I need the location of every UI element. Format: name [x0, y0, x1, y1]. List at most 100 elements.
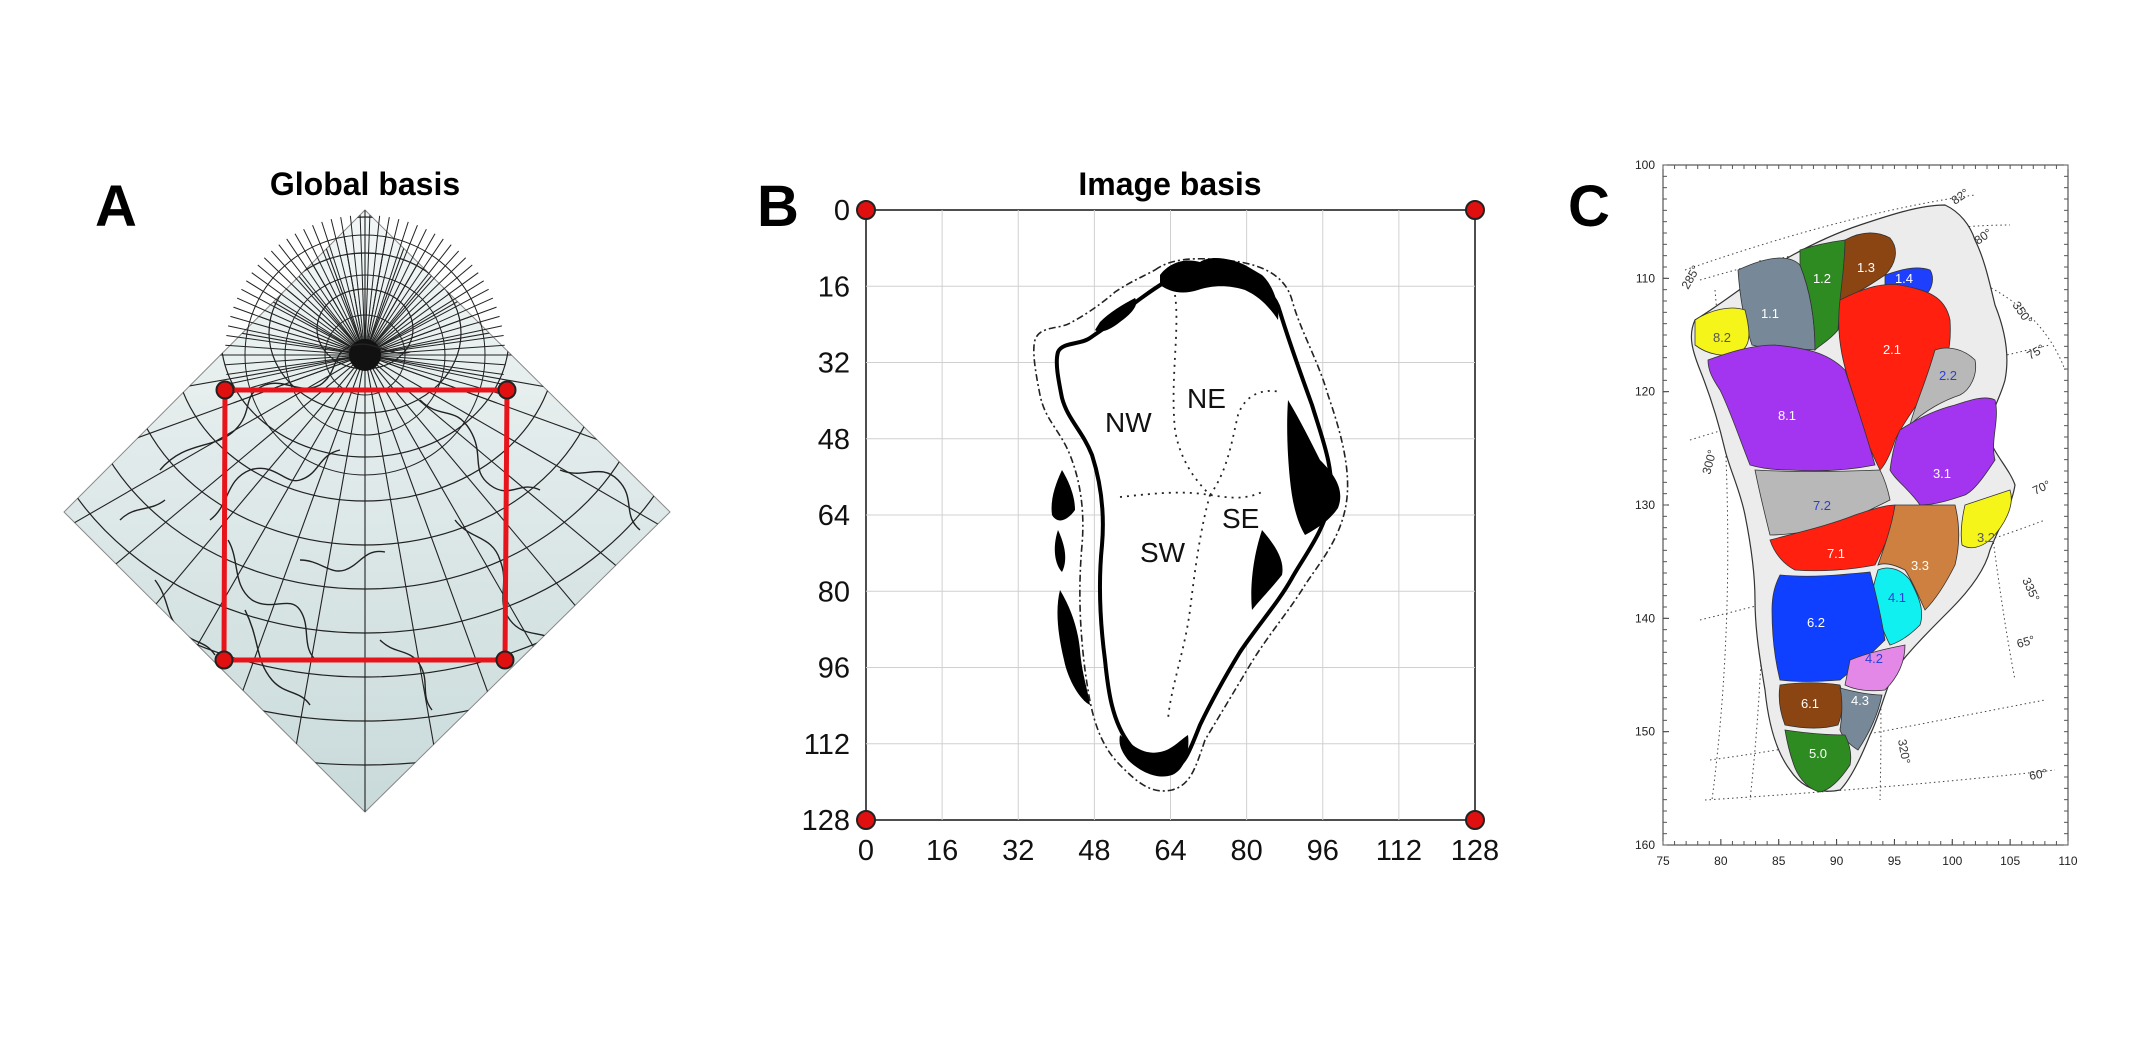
radial-line: [364, 297, 494, 356]
polar-circle: [284, 274, 446, 436]
y-tick-label: 96: [818, 653, 850, 685]
axis-tick-labels: 0 0 16 16 32 32 48 48 64 64 80 80 96 96 112 112 128 128: [802, 195, 1500, 867]
x-tick-label: 85: [1772, 854, 1786, 868]
basin-label: 1.3: [1857, 260, 1875, 275]
radial-line: [364, 257, 467, 356]
ice-margin-southeast: [1251, 530, 1283, 610]
meridian-line: [159, 210, 366, 356]
x-tick-label: 128: [1451, 835, 1499, 867]
y-tick-label: 130: [1635, 498, 1655, 512]
basin-label: 8.2: [1713, 330, 1731, 345]
x-tick-label: 48: [1078, 835, 1110, 867]
basin-label: 8.1: [1778, 408, 1796, 423]
y-tick-label: 140: [1635, 611, 1655, 625]
meridian-line: [260, 354, 366, 812]
radial-line: [230, 354, 366, 395]
panel-c-letter: C: [1568, 174, 1610, 239]
radial-line: [364, 217, 390, 356]
basin-label: 6.1: [1801, 696, 1819, 711]
meridian-line: [64, 354, 366, 742]
basin-3.2: [1960, 489, 2012, 549]
basin-label: 2.2: [1939, 368, 1957, 383]
x-tick-label: 112: [1376, 835, 1422, 867]
meridian-line: [364, 354, 470, 812]
radial-line: [278, 244, 366, 356]
ice-margin-north: [1160, 258, 1279, 320]
region-label-se: SE: [1222, 503, 1259, 534]
basin-6.1: [1778, 682, 1844, 729]
basin-label: 6.2: [1807, 615, 1825, 630]
meridian-line: [364, 354, 670, 742]
radial-line: [364, 288, 489, 356]
x-tick-label: 75: [1656, 854, 1670, 868]
basin-label: 1.1: [1761, 306, 1779, 321]
radial-line: [236, 297, 366, 356]
basin-label: 2.1: [1883, 342, 1901, 357]
radial-line: [364, 315, 500, 356]
basin-1.2: [1799, 239, 1846, 351]
y-tick-label: 80: [818, 576, 850, 608]
x-tick-label: 32: [1002, 835, 1034, 867]
meridian-line: [364, 210, 670, 356]
y-tick-label: 150: [1635, 725, 1655, 739]
panel-b-title: Image basis: [1078, 166, 1262, 202]
y-tick-label: 0: [834, 195, 850, 227]
region-label-nw: NW: [1105, 407, 1152, 438]
corner-markers-a: [214, 380, 517, 670]
corner-markers-b: [856, 200, 1485, 830]
corner-marker-tr: [1465, 200, 1485, 220]
region-divider-ns: [1167, 294, 1212, 721]
radial-line: [233, 306, 366, 356]
radial-line: [364, 244, 452, 356]
radial-line: [294, 233, 366, 356]
radial-line: [233, 354, 366, 404]
basin-label: 4.3: [1851, 693, 1869, 708]
radial-line: [364, 221, 409, 356]
x-tick-label: 80: [1714, 854, 1728, 868]
y-tick-label: 112: [804, 729, 850, 761]
corner-marker-bl: [856, 810, 876, 830]
x-tick-label: 0: [858, 835, 874, 867]
x-tick-label: 105: [2000, 854, 2020, 868]
radial-line: [312, 225, 366, 356]
global-basis-map: [63, 209, 671, 813]
x-tick-label: 95: [1888, 854, 1902, 868]
meridian-line: [64, 354, 366, 812]
latitude-label: 65°: [2015, 633, 2036, 651]
x-tick-label: 110: [2058, 854, 2077, 868]
meridian-line: [364, 210, 571, 356]
x-tick-label: 100: [1942, 854, 1962, 868]
radial-line: [364, 354, 500, 395]
x-tick-label: 64: [1154, 835, 1186, 867]
radial-line: [364, 354, 497, 404]
drainage-basins: [1694, 232, 2012, 793]
radial-line: [364, 219, 400, 356]
y-tick-label: 160: [1635, 838, 1655, 852]
north-pole-marker: [349, 339, 381, 371]
radial-line: [364, 215, 381, 356]
ice-margin-south: [1119, 735, 1189, 777]
radial-line: [364, 344, 505, 356]
greenland-ice-sheet: [1033, 257, 1349, 792]
latitude-label: 60°: [2028, 766, 2049, 783]
basin-4.3: [1839, 687, 1883, 751]
meridian-line: [159, 354, 366, 812]
corner-marker-br: [495, 650, 515, 670]
panel-a-title: Global basis: [269, 166, 461, 202]
radial-line: [359, 215, 366, 356]
ice-margin-west-2: [1054, 530, 1066, 572]
radial-line: [330, 219, 366, 356]
radial-line: [364, 354, 505, 366]
meridian-line: [64, 210, 366, 356]
basin-label: 7.1: [1827, 546, 1845, 561]
radial-line: [364, 280, 484, 356]
meridian-line: [364, 354, 670, 812]
basin-8.2: [1694, 307, 1750, 356]
radial-line: [364, 354, 504, 375]
meridian-line: [64, 210, 366, 356]
y-tick-label: 16: [818, 271, 850, 303]
radial-line: [364, 225, 418, 356]
meridian-line: [64, 354, 366, 656]
y-tick-label: 64: [818, 500, 850, 532]
image-basis-plot: 0 0 16 16 32 32 48 48 64 64 80 80 96 96 112 112 128 128 N…: [802, 195, 1500, 867]
